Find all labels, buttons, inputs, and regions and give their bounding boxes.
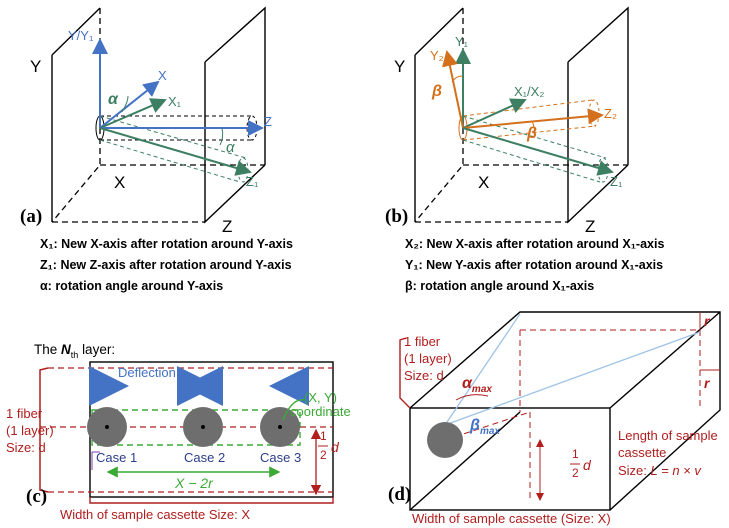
text-part: The — [34, 342, 57, 357]
case-label: Case 1 — [96, 450, 137, 465]
shape — [427, 422, 463, 458]
axis-label: X — [478, 173, 489, 192]
width-label: Width of sample cassette (Size: X) — [412, 511, 611, 526]
spacing-label: X − 2r — [174, 475, 214, 491]
text-part: β — [469, 417, 480, 434]
fraction-numerator: 1 — [320, 429, 327, 443]
text-part: L = n × v — [651, 463, 703, 478]
legend-line: β: rotation angle around X₁-axis — [405, 279, 594, 293]
axis-label: Y — [394, 57, 405, 76]
shape — [589, 100, 599, 126]
case-label: Case 2 — [184, 450, 225, 465]
legend-line: X₁: New X-axis after rotation around Y-a… — [40, 237, 293, 251]
vector-label: Y₂ — [430, 48, 444, 63]
coordinate-label: coordinate — [290, 404, 351, 419]
axis-label: Z — [585, 217, 595, 236]
case-label: Case 3 — [260, 450, 301, 465]
fraction-denominator: 2 — [572, 466, 579, 480]
vector-label: X₁ — [168, 94, 182, 109]
fiber-label: (1 layer) — [6, 423, 54, 438]
vector-label: Z₂ — [604, 106, 617, 121]
fraction-numerator: 1 — [572, 447, 579, 461]
shape — [105, 425, 109, 429]
fiber-label: (1 layer) — [404, 351, 452, 366]
deflection-label: Deflection — [118, 365, 176, 380]
panel-label: (a) — [20, 206, 42, 227]
shape — [122, 96, 128, 112]
fiber-label: 1 fiber — [404, 334, 441, 349]
panel-label: (b) — [385, 206, 408, 227]
fraction-symbol: d — [331, 439, 340, 455]
text-part: Size: — [618, 463, 647, 478]
text-part: th — [71, 350, 79, 360]
axis-label: X — [114, 173, 125, 192]
axis-label: Z — [222, 217, 232, 236]
vector-label: Z₁ — [610, 174, 623, 189]
legend-line: X₂: New X-axis after rotation around X₁-… — [405, 237, 664, 251]
angle-label: α — [226, 139, 235, 156]
beta-max: βmax — [469, 417, 500, 437]
shape — [201, 425, 205, 429]
layer-title: The Nth layer: — [34, 342, 115, 361]
panel-label: (d) — [388, 484, 411, 505]
vector-label: Z — [264, 114, 272, 129]
vector-label: Y₁ — [455, 34, 469, 49]
fiber-label: Size: d — [404, 368, 444, 383]
angle-label: β — [431, 83, 442, 100]
text-part: max — [472, 384, 492, 395]
shape — [278, 425, 282, 429]
length-label: Length of sample — [618, 428, 718, 443]
legend-line: Y₁: New Y-axis after rotation around X₁-… — [405, 258, 663, 272]
coordinate-label: (X, Y) — [304, 390, 337, 405]
fraction-denominator: 2 — [320, 448, 327, 462]
shape — [456, 395, 488, 400]
vector-label: Y/Y₁ — [68, 28, 94, 43]
angle-label: α — [108, 91, 119, 108]
length-size: Size: L = n × v — [618, 463, 702, 478]
shape — [90, 497, 333, 503]
axis-label: Y — [30, 57, 41, 76]
figure: Y X Z Y/Y₁ X X₁ Z Z₁ α α (a) X₁: New X-a… — [0, 0, 729, 528]
vector-label: X — [158, 68, 167, 83]
panel-label: (c) — [26, 486, 47, 507]
panel-b: Y X Z Y₁ Y₂ X₁/X₂ Z₂ Z₁ β β (b) X₂: New … — [385, 8, 664, 293]
panel-d: r r αmax βmax 1 fiber (1 layer) Size: d … — [388, 312, 720, 526]
text-part: layer: — [82, 342, 115, 357]
length-label: cassette — [618, 445, 666, 460]
legend-line: α: rotation angle around Y-axis — [40, 279, 223, 293]
r-label: r — [704, 375, 711, 391]
legend-line: Z₁: New Z-axis after rotation around Y-a… — [40, 258, 292, 272]
shape — [447, 52, 463, 128]
vector-label: X₁/X₂ — [514, 84, 544, 99]
fiber-label: Size: d — [6, 440, 46, 455]
width-label: Width of sample cassette Size: X — [60, 507, 250, 522]
fraction-symbol: d — [583, 457, 592, 473]
angle-label: β — [526, 125, 537, 142]
shape — [220, 128, 223, 145]
text-part: N — [61, 342, 71, 357]
panel-a: Y X Z Y/Y₁ X X₁ Z Z₁ α α (a) X₁: New X-a… — [20, 8, 293, 293]
vector-label: Z₁ — [246, 174, 259, 189]
panel-c: The Nth layer: Deflection (X, Y) coordin… — [6, 342, 351, 522]
fiber-label: 1 fiber — [6, 406, 43, 421]
text-part: max — [480, 426, 500, 437]
